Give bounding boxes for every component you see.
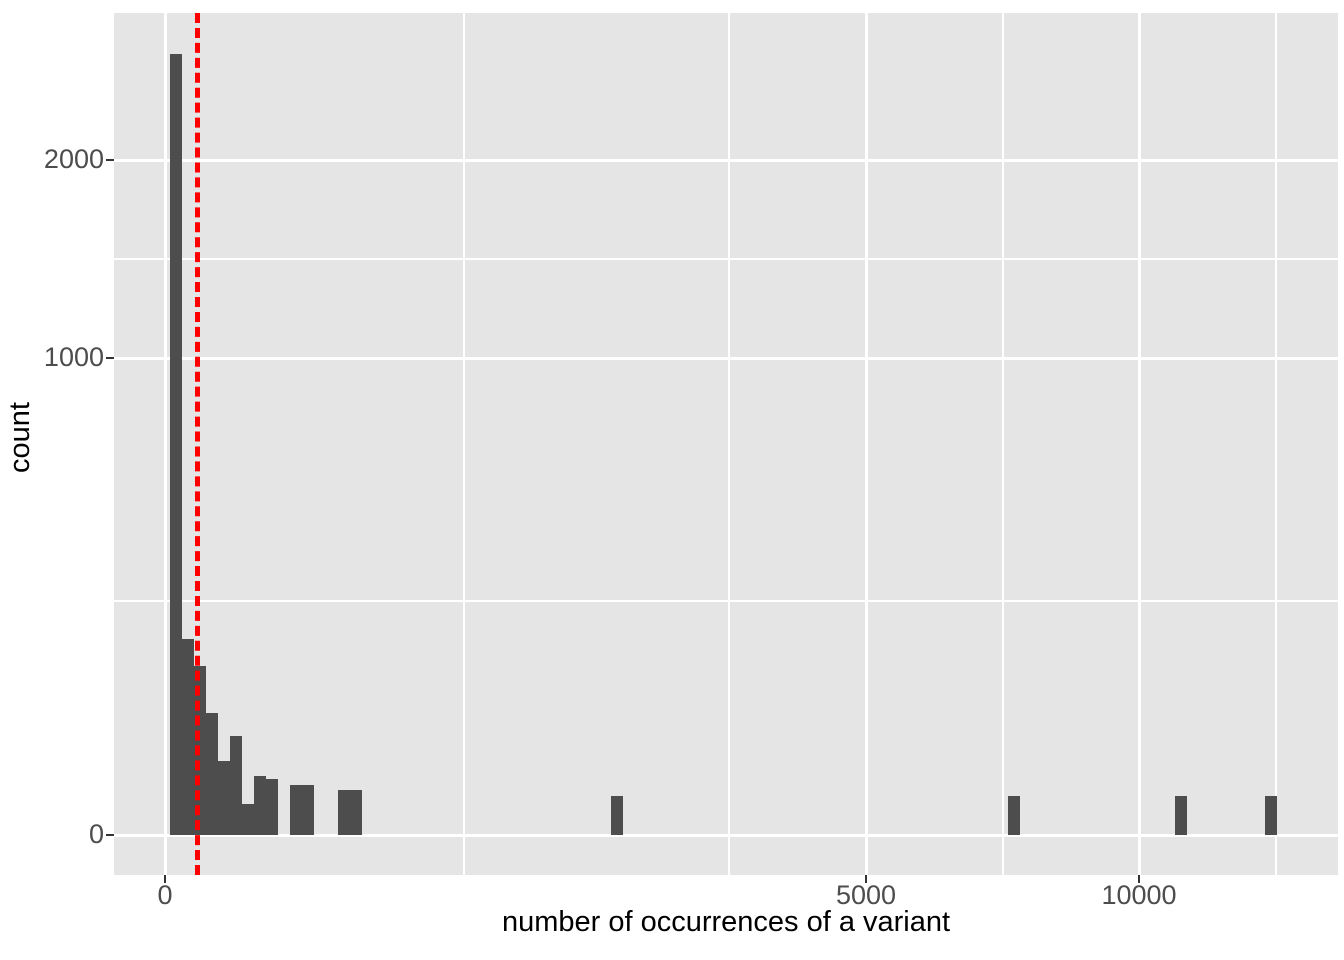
histogram-bar (218, 761, 230, 835)
histogram-bar (230, 736, 242, 835)
y-tick-mark-1000 (106, 357, 114, 359)
threshold-vline (195, 13, 200, 875)
histogram-bar (302, 785, 314, 835)
x-tick-label-0: 0 (157, 880, 173, 910)
gridline-major-5000 (865, 13, 868, 875)
y-tick-mark-0 (106, 834, 114, 836)
histogram-bar (182, 639, 194, 835)
x-tick-mark-10000 (1138, 875, 1140, 883)
plot-panel (114, 13, 1338, 875)
x-tick-mark-0 (164, 875, 166, 883)
y-tick-label-0: 0 (88, 819, 104, 849)
histogram-bar (170, 54, 182, 835)
gridline-major-1000 (114, 357, 1338, 360)
y-tick-label-2000: 2000 (43, 144, 104, 174)
gridline-minor-x1 (728, 13, 730, 875)
histogram-bar (1175, 796, 1187, 835)
histogram-bar (266, 779, 278, 835)
gridline-major-2000 (114, 159, 1338, 162)
x-tick-label-10000: 10000 (1101, 880, 1177, 910)
histogram-bar (254, 776, 266, 835)
x-axis-title: number of occurrences of a variant (501, 906, 951, 938)
gridline-minor-12500 (1275, 13, 1277, 875)
histogram-bar (290, 785, 302, 835)
histogram-bar (338, 790, 350, 835)
histogram-bar (1265, 796, 1277, 835)
x-tick-mark-5000 (865, 875, 867, 883)
gridline-major-0 (114, 834, 1338, 837)
gridline-major-10000 (1138, 13, 1141, 875)
histogram-bar (350, 790, 362, 835)
histogram-bar (611, 796, 623, 835)
y-axis-tick-labels: 2000 1000 0 (0, 0, 104, 875)
gridline-minor-1500 (114, 258, 1338, 260)
y-tick-mark-2000 (106, 159, 114, 161)
x-tick-label-5000: 5000 (835, 880, 897, 910)
gridline-minor-2500 (463, 13, 465, 875)
gridline-minor-500 (114, 600, 1338, 602)
y-tick-label-1000: 1000 (43, 342, 104, 372)
gridline-minor-7500 (1002, 13, 1004, 875)
histogram-bar (1008, 796, 1020, 835)
gridline-major-0 (164, 13, 167, 875)
histogram-bar (242, 804, 254, 835)
histogram-bar (206, 713, 218, 835)
